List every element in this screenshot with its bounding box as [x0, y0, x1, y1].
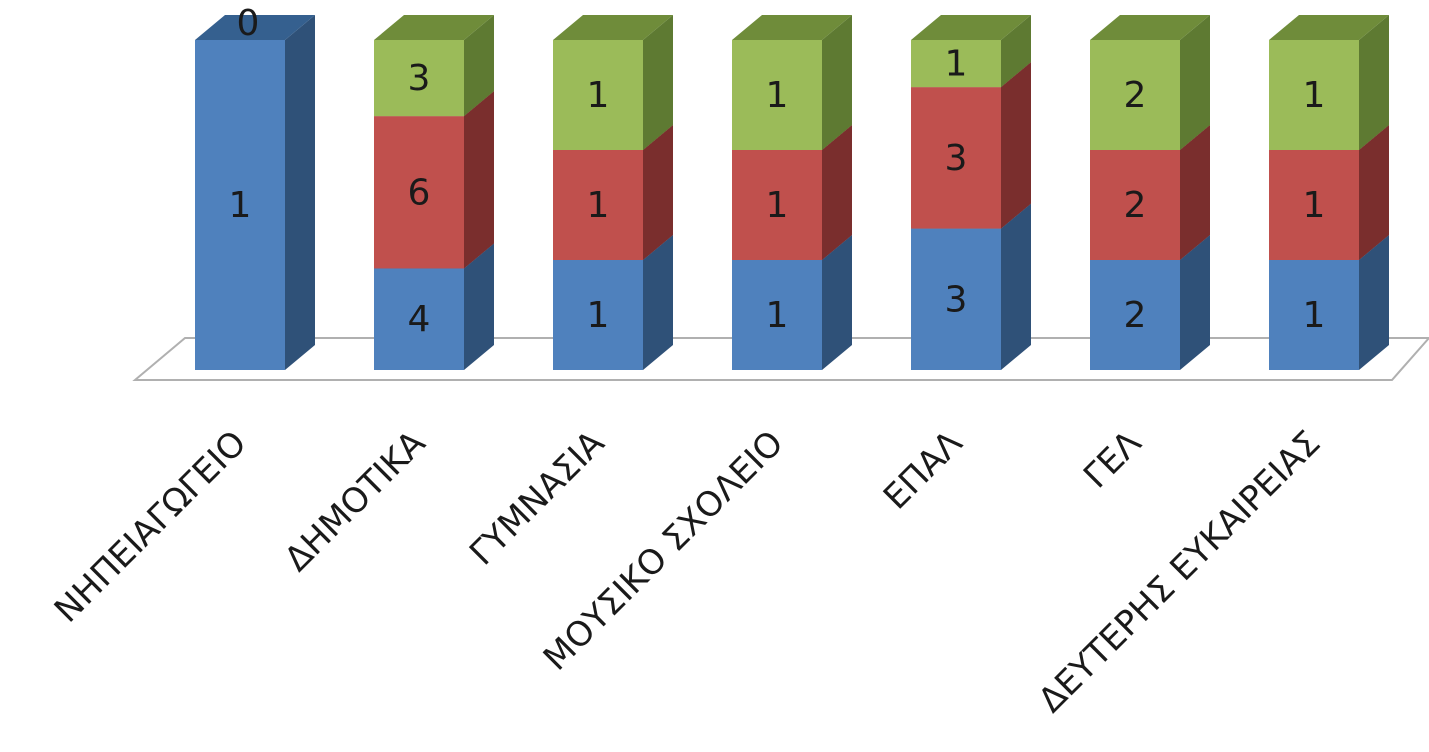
data-label: 1 — [766, 185, 789, 226]
bar-top — [553, 15, 673, 40]
bar-side — [464, 243, 494, 370]
bar-front — [374, 268, 464, 370]
x-tick-label: ΔΗΜΟΤΙΚΑ — [277, 423, 433, 579]
bar-side — [1180, 15, 1210, 150]
bar-segment: 1 — [1269, 15, 1389, 150]
bar-side — [643, 125, 673, 260]
bar-side — [464, 91, 494, 269]
bar-front — [1269, 40, 1359, 150]
x-tick-label: ΝΗΠΕΙΑΓΩΓΕΙΟ — [47, 423, 255, 631]
data-label: 1 — [766, 295, 789, 336]
data-label: 3 — [408, 58, 431, 99]
bar-front — [374, 40, 464, 117]
bar-front — [911, 228, 1001, 370]
data-label: 1 — [229, 185, 252, 226]
x-tick-label: ΓΕΛ — [1076, 423, 1149, 496]
bar-segment: 3 — [374, 15, 494, 117]
bar-segment: 1 — [195, 15, 315, 370]
data-label: 1 — [1303, 75, 1326, 116]
data-label: 6 — [408, 172, 431, 213]
bar-front — [1090, 40, 1180, 150]
bar-front — [553, 150, 643, 260]
bar-segment: 1 — [732, 15, 852, 150]
bar-front — [1090, 150, 1180, 260]
bar-front — [1090, 260, 1180, 370]
bar-front — [195, 40, 285, 370]
bar-front — [374, 116, 464, 269]
bar-side — [1001, 15, 1031, 88]
data-label: 1 — [587, 75, 610, 116]
bar-front — [553, 260, 643, 370]
data-label: 2 — [1124, 295, 1147, 336]
data-label: 1 — [587, 185, 610, 226]
bar-front — [1269, 150, 1359, 260]
bar-front — [732, 150, 822, 260]
bar-side — [1180, 125, 1210, 260]
x-tick-label: ΓΥΜΝΑΣΙΑ — [462, 423, 612, 573]
bar-top — [1090, 15, 1210, 40]
bar-side — [1359, 125, 1389, 260]
data-label: 1 — [1303, 185, 1326, 226]
bar-segment: 6 — [374, 91, 494, 269]
x-tick-label: ΕΠΑΛ — [876, 423, 970, 517]
data-label: 3 — [945, 138, 968, 179]
bar-segment: 2 — [1090, 15, 1210, 150]
bar-front — [553, 40, 643, 150]
bar-top — [374, 15, 494, 40]
bar-side — [464, 15, 494, 117]
data-label: 1 — [587, 295, 610, 336]
data-label: 3 — [945, 279, 968, 320]
bar-front — [732, 40, 822, 150]
bar-side — [643, 235, 673, 370]
bar-side — [1001, 203, 1031, 370]
bar-side — [643, 15, 673, 150]
bar-side — [822, 15, 852, 150]
bar-segment: 1 — [553, 15, 673, 150]
data-label: 1 — [945, 44, 968, 85]
bar-top — [911, 15, 1031, 40]
data-label: 2 — [1124, 75, 1147, 116]
bar-side — [285, 15, 315, 370]
data-label: 0 — [237, 3, 260, 44]
bar-side — [1359, 235, 1389, 370]
bar-side — [822, 125, 852, 260]
bar-front — [911, 87, 1001, 229]
bar-side — [1359, 15, 1389, 150]
data-label: 1 — [766, 75, 789, 116]
bar-top — [732, 15, 852, 40]
bar-front — [732, 260, 822, 370]
bar-side — [1180, 235, 1210, 370]
bar-side — [1001, 62, 1031, 229]
bar-front — [1269, 260, 1359, 370]
data-label: 2 — [1124, 185, 1147, 226]
bar-segment: 1 — [553, 235, 673, 370]
data-label: 1 — [1303, 295, 1326, 336]
bar-front — [911, 40, 1001, 88]
bar-segment: 1 — [911, 15, 1031, 88]
data-label: 4 — [408, 299, 431, 340]
bar-top — [195, 15, 315, 40]
bar-top — [1269, 15, 1389, 40]
bar-group: 1 0 4 6 3 1 1 1 1 1 1 3 3 1 2 2 2 1 1 1 — [195, 3, 1389, 370]
bar-side — [822, 235, 852, 370]
